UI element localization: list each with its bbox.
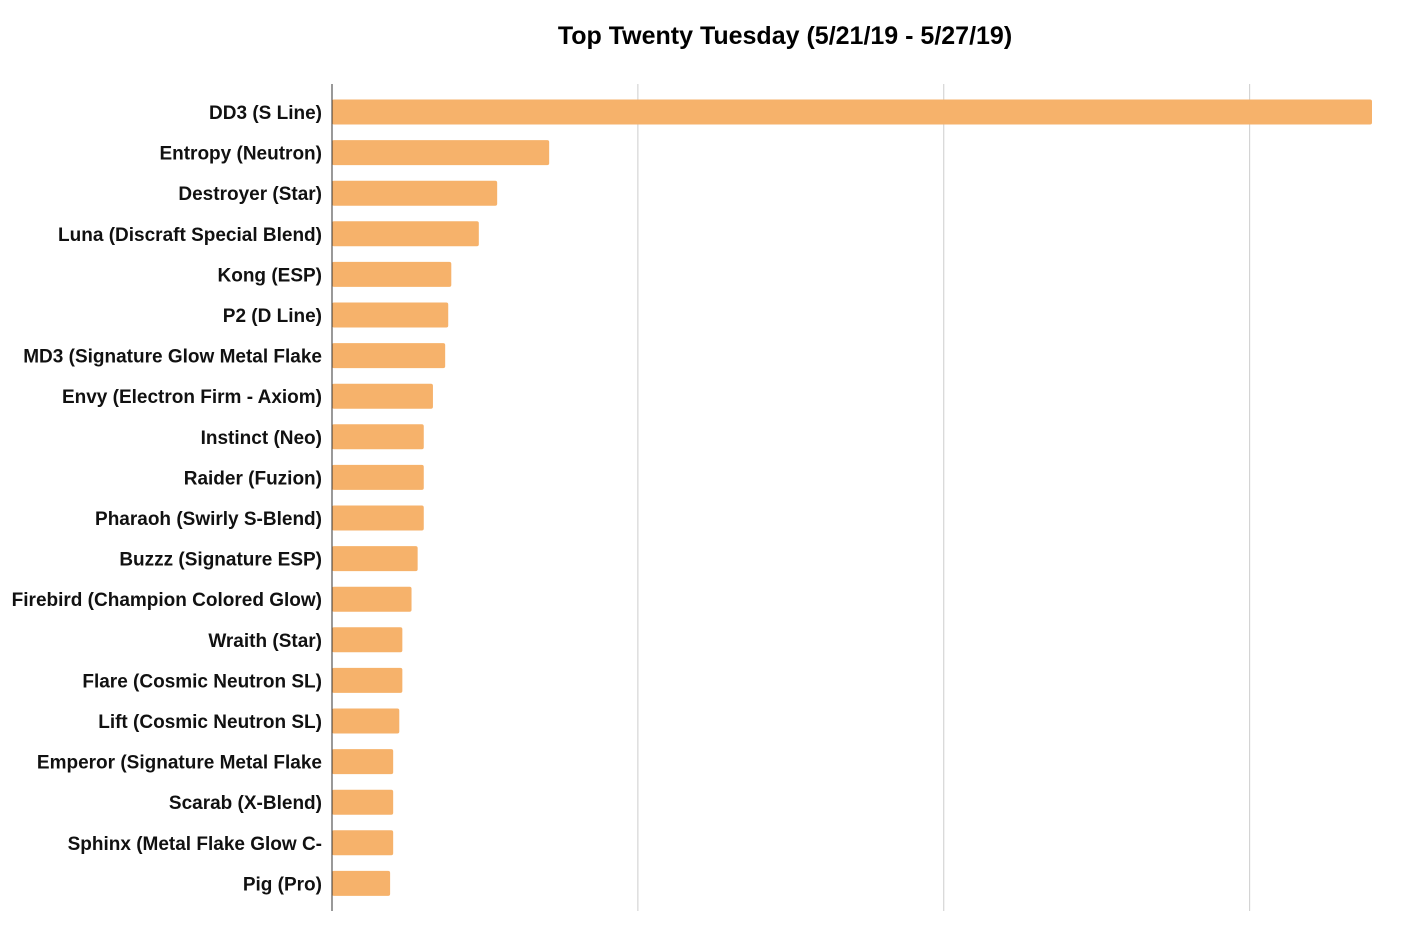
category-label: Sphinx (Metal Flake Glow C- <box>68 834 322 855</box>
category-label: Buzzz (Signature ESP) <box>119 550 322 571</box>
bar <box>332 464 424 490</box>
bar <box>332 140 550 166</box>
category-label: Pig (Pro) <box>243 874 322 895</box>
category-label: Flare (Cosmic Neutron SL) <box>82 671 322 692</box>
category-label: Raider (Fuzion) <box>184 468 322 489</box>
bar <box>332 789 394 815</box>
category-label: Envy (Electron Firm - Axiom) <box>62 387 322 408</box>
gridlines <box>637 84 1251 911</box>
category-label: Kong (ESP) <box>218 265 323 286</box>
bar <box>332 261 452 287</box>
bar <box>332 221 479 247</box>
category-label: Destroyer (Star) <box>178 184 322 205</box>
category-label: P2 (D Line) <box>223 306 322 327</box>
bar <box>332 505 424 531</box>
category-label: Emperor (Signature Metal Flake <box>37 753 322 774</box>
bar <box>332 749 394 775</box>
bar <box>332 383 433 409</box>
category-label: MD3 (Signature Glow Metal Flake <box>23 347 322 368</box>
category-label: Firebird (Champion Colored Glow) <box>12 590 322 611</box>
category-label: Wraith (Star) <box>208 631 322 652</box>
category-label: Scarab (X-Blend) <box>169 793 322 814</box>
category-label: Luna (Discraft Special Blend) <box>58 225 322 246</box>
bar <box>332 343 446 369</box>
bars <box>332 99 1372 896</box>
bar <box>332 870 391 896</box>
chart-title: Top Twenty Tuesday (5/21/19 - 5/27/19) <box>558 22 1012 50</box>
bar <box>332 99 1372 125</box>
bar <box>332 180 498 206</box>
category-label: Pharaoh (Swirly S-Blend) <box>95 509 322 530</box>
bar <box>332 546 418 572</box>
bar <box>332 667 403 693</box>
bar <box>332 830 394 856</box>
category-label: Entropy (Neutron) <box>159 144 322 165</box>
bar <box>332 302 449 328</box>
category-label: Instinct (Neo) <box>201 428 322 449</box>
bar <box>332 708 400 734</box>
category-labels: DD3 (S Line) Entropy (Neutron) Destroyer (… <box>12 103 322 895</box>
bar <box>332 424 424 450</box>
category-label: DD3 (S Line) <box>209 103 322 124</box>
bar <box>332 627 403 653</box>
category-label: Lift (Cosmic Neutron SL) <box>98 712 322 733</box>
bar <box>332 586 412 612</box>
